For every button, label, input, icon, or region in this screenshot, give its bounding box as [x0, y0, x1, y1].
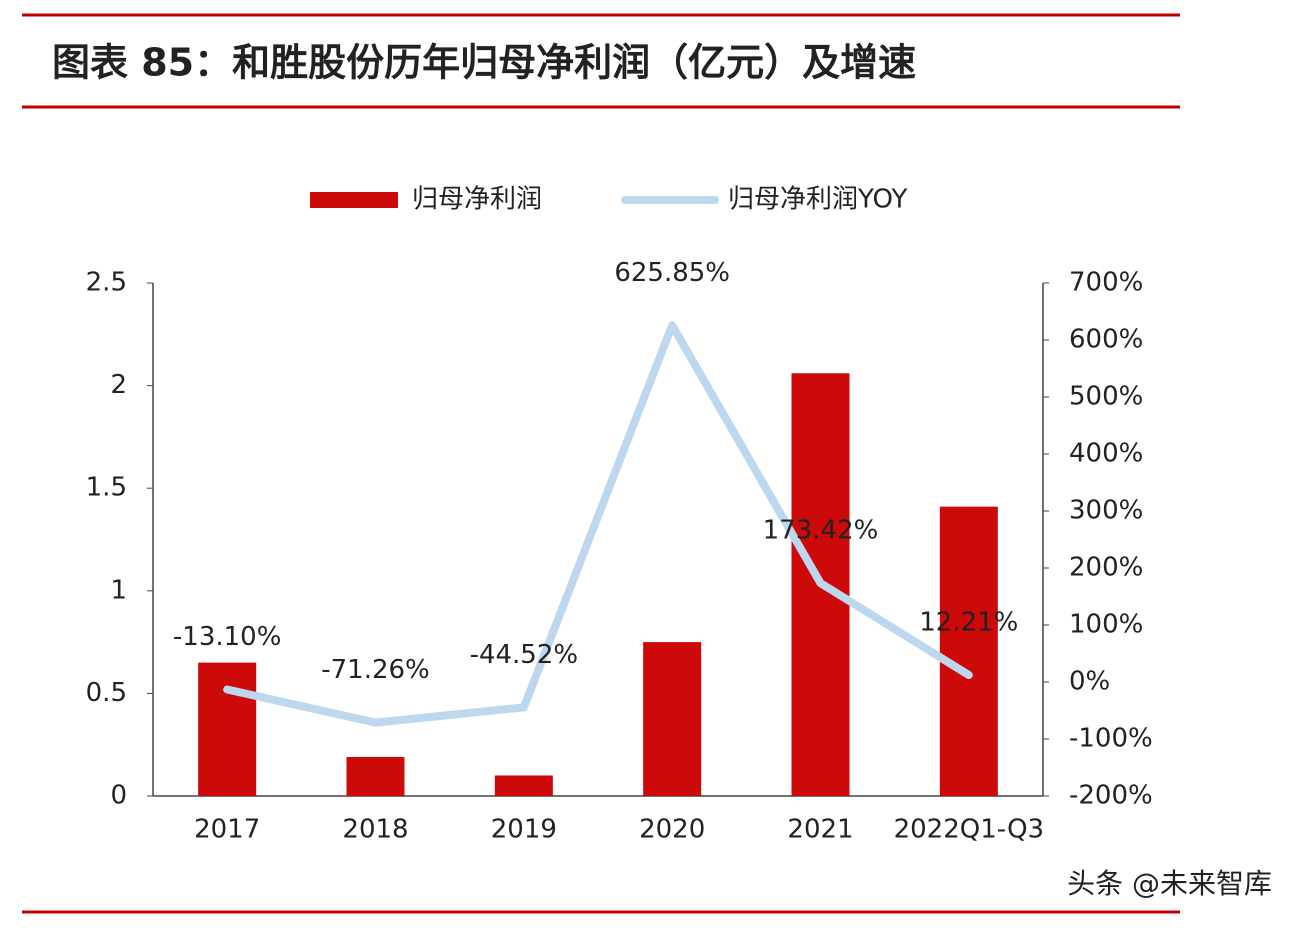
data-label: -71.26% [321, 655, 430, 685]
y-tick-label: 0.5 [86, 678, 127, 708]
y-tick-label: 1.5 [86, 473, 127, 503]
legend-label: 归母净利润 [412, 185, 542, 215]
data-label: -13.10% [173, 622, 282, 652]
y2-tick-label: -100% [1069, 724, 1153, 754]
y2-tick-label: 400% [1069, 439, 1143, 469]
x-tick-label: 2018 [342, 815, 408, 845]
data-label: 625.85% [614, 258, 730, 288]
bar [346, 757, 405, 796]
y-tick-label: 1 [110, 575, 127, 605]
x-tick-label: 2017 [194, 815, 260, 845]
data-label: 173.42% [763, 516, 879, 546]
bar [198, 662, 257, 796]
y-tick-label: 2 [110, 370, 127, 400]
watermark: 头条 @未来智库 [1067, 867, 1272, 900]
y2-tick-label: 0% [1069, 667, 1110, 697]
bar [643, 642, 702, 796]
x-tick-label: 2020 [639, 815, 705, 845]
y-tick-label: 0 [110, 781, 127, 811]
legend-label: 归母净利润YOY [728, 185, 908, 215]
data-label: -44.52% [470, 640, 579, 670]
y2-tick-label: 500% [1069, 382, 1143, 412]
y2-tick-label: 300% [1069, 496, 1143, 526]
chart-title: 图表 85：和胜股份历年归母净利润（亿元）及增速 [52, 41, 916, 85]
y2-tick-label: 600% [1069, 325, 1143, 355]
data-label: 12.21% [919, 608, 1018, 638]
y2-tick-label: 200% [1069, 553, 1143, 583]
bar [939, 506, 998, 796]
y2-tick-label: 700% [1069, 268, 1143, 298]
legend-swatch [310, 192, 398, 208]
x-tick-label: 2019 [491, 815, 557, 845]
yoy-line [223, 321, 973, 727]
y2-tick-label: -200% [1069, 781, 1153, 811]
x-tick-label: 2021 [787, 815, 853, 845]
y2-tick-label: 100% [1069, 610, 1143, 640]
y-tick-label: 2.5 [86, 268, 127, 298]
bar [494, 775, 553, 796]
x-tick-label: 2022Q1-Q3 [894, 815, 1045, 845]
